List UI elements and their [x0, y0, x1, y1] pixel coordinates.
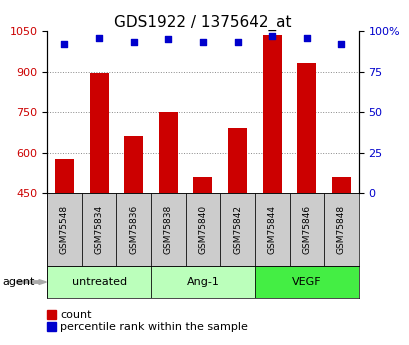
Bar: [81, 193, 116, 266]
Bar: [124, 136, 143, 193]
Bar: [262, 35, 281, 193]
Text: GSM75848: GSM75848: [336, 205, 345, 254]
Text: GSM75836: GSM75836: [129, 205, 138, 254]
Bar: [297, 63, 316, 193]
Bar: [47, 266, 151, 298]
Bar: [158, 112, 178, 193]
Bar: [185, 193, 220, 266]
Text: GSM75840: GSM75840: [198, 205, 207, 254]
Bar: [55, 159, 74, 193]
Bar: [89, 73, 108, 193]
Bar: [227, 128, 247, 193]
Text: agent: agent: [2, 277, 34, 287]
Bar: [193, 177, 212, 193]
Text: percentile rank within the sample: percentile rank within the sample: [60, 322, 247, 332]
Text: GSM75842: GSM75842: [232, 205, 241, 254]
Bar: [116, 193, 151, 266]
Bar: [324, 193, 358, 266]
Point: [303, 35, 309, 40]
Text: GSM75844: GSM75844: [267, 205, 276, 254]
Point: [165, 37, 171, 42]
Bar: [254, 193, 289, 266]
Point: [96, 35, 102, 40]
Text: GSM75834: GSM75834: [94, 205, 103, 254]
Text: count: count: [60, 309, 92, 319]
Text: GSM75548: GSM75548: [60, 205, 69, 254]
Point: [234, 40, 240, 45]
Text: GSM75838: GSM75838: [164, 205, 173, 254]
Bar: [220, 193, 254, 266]
Bar: [151, 193, 185, 266]
Bar: [254, 266, 358, 298]
Point: [337, 41, 344, 47]
Bar: [331, 177, 350, 193]
Bar: [289, 193, 324, 266]
Text: VEGF: VEGF: [291, 277, 321, 287]
Bar: [151, 266, 254, 298]
Bar: [47, 193, 81, 266]
Point: [199, 40, 206, 45]
Point: [61, 41, 67, 47]
Text: GSM75846: GSM75846: [301, 205, 310, 254]
Text: Ang-1: Ang-1: [186, 277, 219, 287]
Point: [268, 33, 275, 39]
Title: GDS1922 / 1375642_at: GDS1922 / 1375642_at: [114, 15, 291, 31]
Point: [130, 40, 137, 45]
Text: untreated: untreated: [71, 277, 126, 287]
